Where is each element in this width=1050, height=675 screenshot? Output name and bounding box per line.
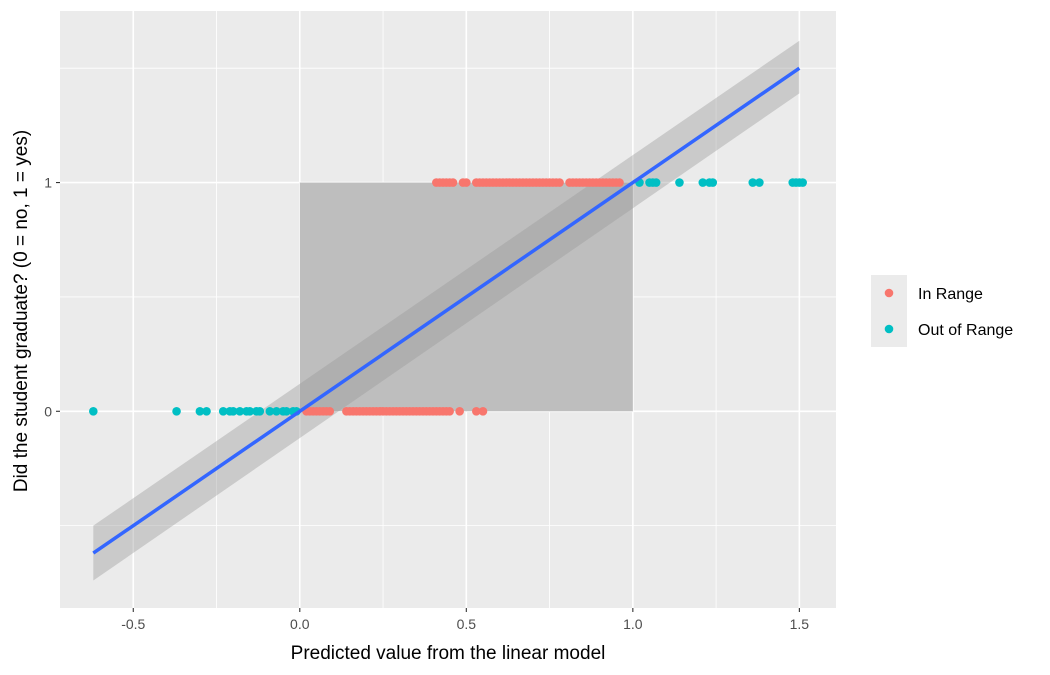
legend-key-background <box>871 275 907 347</box>
data-point <box>472 406 481 416</box>
data-point <box>172 406 181 416</box>
data-point <box>445 406 454 416</box>
data-point <box>708 178 718 187</box>
data-point <box>325 406 335 416</box>
x-tick-label: 1.0 <box>623 616 643 632</box>
x-tick-label: 1.5 <box>790 616 810 632</box>
data-point <box>265 406 275 416</box>
x-tick-label: -0.5 <box>121 616 145 632</box>
legend-key <box>884 324 894 334</box>
data-point <box>282 406 291 416</box>
data-point <box>748 178 758 187</box>
data-point <box>218 406 228 416</box>
regression-line <box>92 66 801 555</box>
x-tick-label: 0.5 <box>457 616 477 632</box>
data-point <box>245 406 255 416</box>
x-tick-label: 0.0 <box>290 616 310 632</box>
series-in-range <box>302 178 624 416</box>
data-point <box>478 406 488 416</box>
legend: In Range Out of Range <box>871 275 1013 347</box>
x-axis-title: Predicted value from the linear model <box>291 643 606 664</box>
data-point <box>555 178 564 187</box>
plot-panel <box>60 11 836 608</box>
data-point <box>235 406 245 416</box>
legend-key <box>884 288 894 298</box>
data-point <box>455 406 464 416</box>
data-point <box>755 178 764 187</box>
data-point <box>798 178 807 187</box>
data-point <box>195 406 205 416</box>
data-point <box>651 178 661 187</box>
data-point <box>675 178 684 187</box>
data-point <box>202 406 211 416</box>
data-point <box>698 178 708 187</box>
y-tick-label: 0 <box>44 403 52 419</box>
data-point <box>448 178 458 187</box>
legend-label: Out of Range <box>918 322 1013 339</box>
y-axis: 01 <box>44 175 60 419</box>
data-point <box>615 178 624 187</box>
data-point <box>89 406 98 416</box>
x-axis: -0.5 0.0 0.5 1.0 1.5 <box>121 608 809 632</box>
y-axis-title: Did the student graduate? (0 = no, 1 = y… <box>11 130 32 492</box>
legend-label: In Range <box>918 286 983 303</box>
data-point <box>462 178 471 187</box>
series-out-of-range <box>89 178 807 416</box>
data-point <box>228 406 238 416</box>
y-tick-label: 1 <box>44 175 52 191</box>
data-point <box>255 406 265 416</box>
data-point <box>272 406 281 416</box>
